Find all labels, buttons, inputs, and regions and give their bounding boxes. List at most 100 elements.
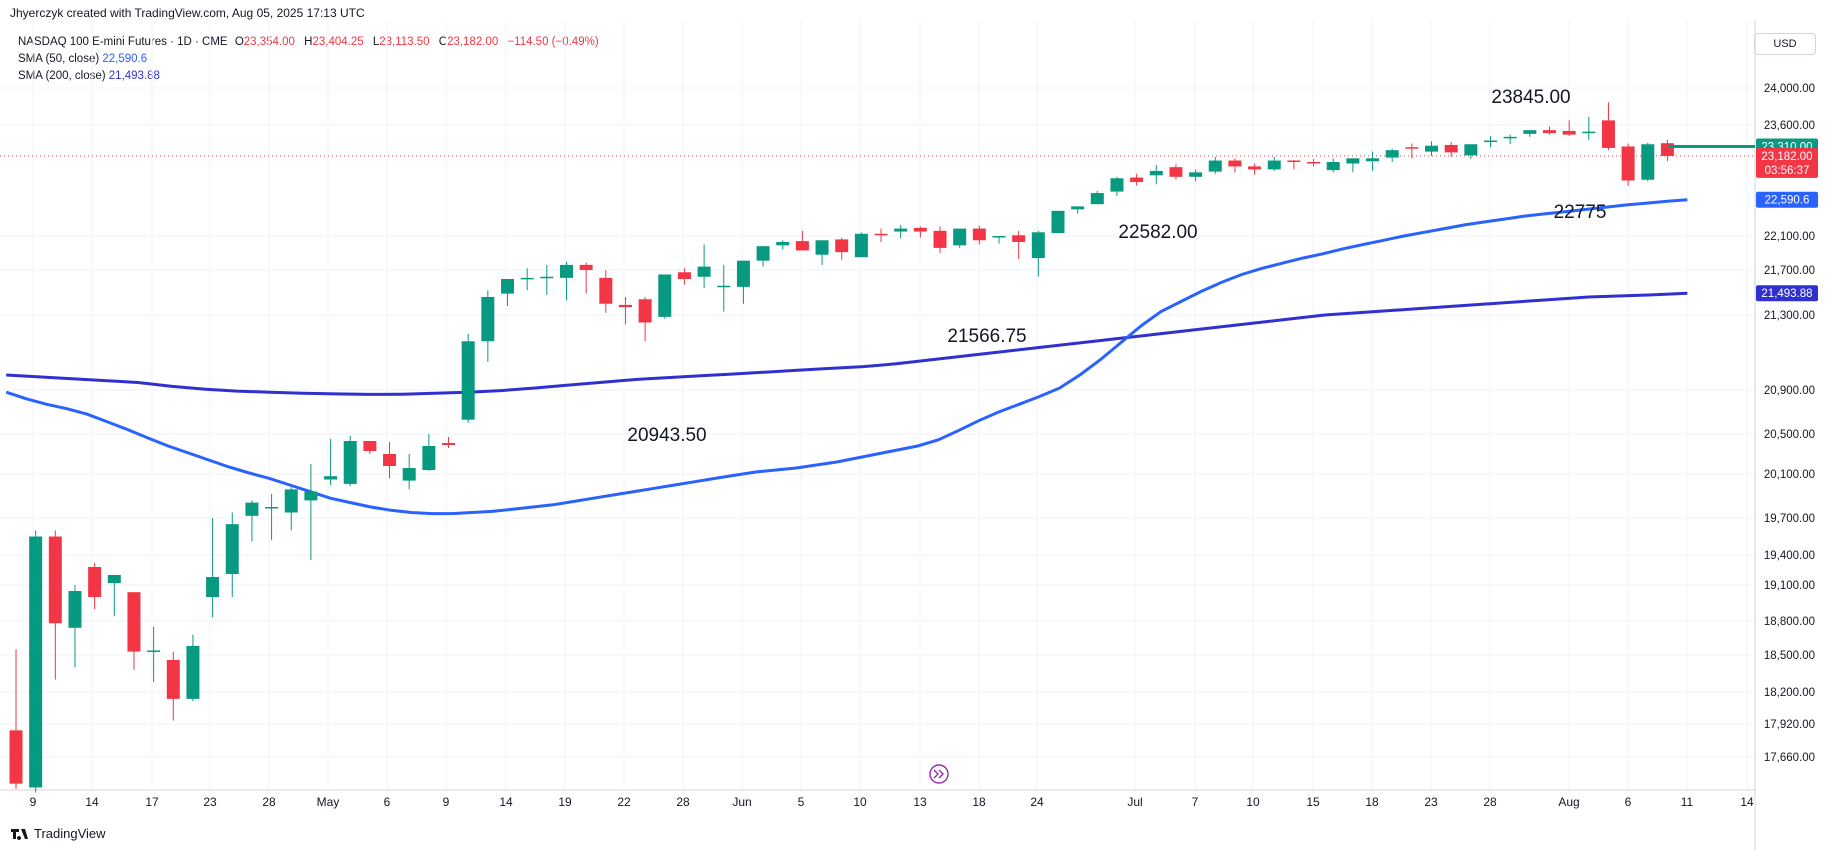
candle bbox=[894, 224, 908, 239]
candle bbox=[68, 585, 82, 668]
legend-sma50-row[interactable]: SMA (50, close) 22,590.6 bbox=[18, 51, 605, 68]
time-tick-label: 10 bbox=[1246, 795, 1260, 809]
price-tick-label: 20,900.00 bbox=[1764, 385, 1815, 397]
candle-body bbox=[442, 443, 456, 445]
annotations-layer: 23845.00 22775 22582.00 21566.75 20943.50 bbox=[627, 87, 1606, 446]
candle-body bbox=[284, 489, 298, 513]
candle-body bbox=[9, 730, 23, 784]
candle bbox=[579, 262, 593, 294]
candle bbox=[658, 274, 672, 319]
open-label: O bbox=[234, 36, 244, 48]
candle-body bbox=[48, 536, 62, 624]
candle-body bbox=[579, 264, 593, 270]
candle-body bbox=[1149, 170, 1163, 176]
high-label: H bbox=[304, 36, 313, 48]
candle bbox=[481, 290, 495, 362]
legend-sma200-row[interactable]: SMA (200, close) 21,493.88 bbox=[18, 68, 605, 85]
candle-body bbox=[324, 476, 338, 480]
change-value: −114.50 (−0.49%) bbox=[507, 36, 599, 48]
sma50-label: SMA (50, close) bbox=[18, 53, 100, 65]
candle bbox=[1641, 142, 1655, 182]
candle bbox=[1012, 230, 1026, 259]
candle bbox=[383, 442, 397, 479]
candle bbox=[1267, 156, 1281, 171]
candle-body bbox=[638, 299, 652, 323]
candle bbox=[1542, 126, 1556, 135]
annotation-label: 23845.00 bbox=[1491, 87, 1570, 108]
candle bbox=[1031, 230, 1045, 277]
candle-body bbox=[933, 230, 947, 248]
candle bbox=[697, 244, 711, 288]
candle bbox=[1444, 142, 1458, 157]
time-tick-label: 14 bbox=[499, 795, 513, 809]
time-tick-label: Jun bbox=[732, 795, 751, 809]
candle bbox=[1660, 139, 1674, 162]
candle-body bbox=[1523, 130, 1537, 134]
candle-body bbox=[1641, 144, 1655, 180]
footer: TradingView bbox=[10, 826, 106, 841]
candle-body bbox=[107, 575, 121, 583]
price-tag: 23,182.00 03:56:37 bbox=[1756, 147, 1818, 178]
low-label: L bbox=[372, 36, 380, 48]
candle-body bbox=[1228, 160, 1242, 167]
chart-grid bbox=[0, 20, 1756, 850]
candle bbox=[1169, 164, 1183, 180]
candle bbox=[1071, 206, 1085, 214]
time-tick-label: 23 bbox=[1424, 795, 1438, 809]
candle bbox=[540, 264, 554, 295]
annotation-label: 22775 bbox=[1554, 202, 1607, 223]
candle-body bbox=[1621, 146, 1635, 181]
time-tick-label: 18 bbox=[1365, 795, 1379, 809]
time-tick-label: Jul bbox=[1127, 795, 1142, 809]
time-tick-label: 14 bbox=[1740, 795, 1754, 809]
candle-body bbox=[540, 276, 554, 279]
candle-body bbox=[68, 591, 82, 628]
candle bbox=[1464, 144, 1478, 160]
price-tag-bg bbox=[1756, 147, 1818, 178]
candle-body bbox=[481, 297, 495, 342]
price-tick-label: 24,000.00 bbox=[1764, 83, 1815, 95]
candle-body bbox=[1090, 193, 1104, 205]
candle-body bbox=[1444, 144, 1458, 153]
candle bbox=[1051, 210, 1065, 234]
price-axis: 24,000.00 23,600.00 22,100.00 21,700.00 21,3… bbox=[1764, 83, 1815, 764]
legend-ohlc-row[interactable]: NASDAQ 100 E-mini Futures · 1D · CME O 23… bbox=[18, 34, 605, 51]
candle bbox=[815, 240, 829, 265]
candle-body bbox=[1071, 206, 1085, 210]
candle-body bbox=[1385, 150, 1399, 158]
candles-layer bbox=[9, 102, 1755, 793]
candle-body bbox=[1267, 160, 1281, 170]
candle bbox=[618, 297, 632, 325]
candle-body bbox=[1464, 144, 1478, 156]
candle bbox=[304, 464, 318, 560]
price-tick-label: 18,200.00 bbox=[1764, 687, 1815, 699]
candle-body bbox=[29, 536, 43, 788]
candle-body bbox=[1346, 158, 1360, 164]
tradingview-logo-icon bbox=[11, 828, 28, 840]
goto-realtime-button[interactable] bbox=[929, 764, 949, 784]
candle bbox=[343, 436, 357, 487]
annotation-label: 20943.50 bbox=[627, 425, 706, 446]
candle bbox=[9, 649, 23, 789]
sma200-line bbox=[6, 291, 1688, 396]
candle-body bbox=[677, 272, 691, 279]
candle bbox=[913, 226, 927, 238]
price-tick-label: 17,920.00 bbox=[1764, 719, 1815, 731]
candle bbox=[953, 228, 967, 248]
candle-body bbox=[1189, 172, 1203, 177]
candle-body bbox=[874, 233, 888, 236]
time-tick-label: 28 bbox=[262, 795, 276, 809]
candle bbox=[107, 575, 121, 617]
candle bbox=[1582, 116, 1596, 140]
time-tick-label: 14 bbox=[85, 795, 99, 809]
candle-body bbox=[1405, 147, 1419, 149]
candle-body bbox=[1287, 160, 1301, 163]
annotation-label: 22582.00 bbox=[1118, 222, 1197, 243]
candle bbox=[1326, 158, 1340, 173]
candle bbox=[1228, 158, 1242, 173]
candle-body bbox=[127, 592, 141, 652]
candle-body bbox=[1484, 140, 1497, 143]
candle-body bbox=[1425, 145, 1439, 152]
candle-body bbox=[501, 279, 514, 294]
